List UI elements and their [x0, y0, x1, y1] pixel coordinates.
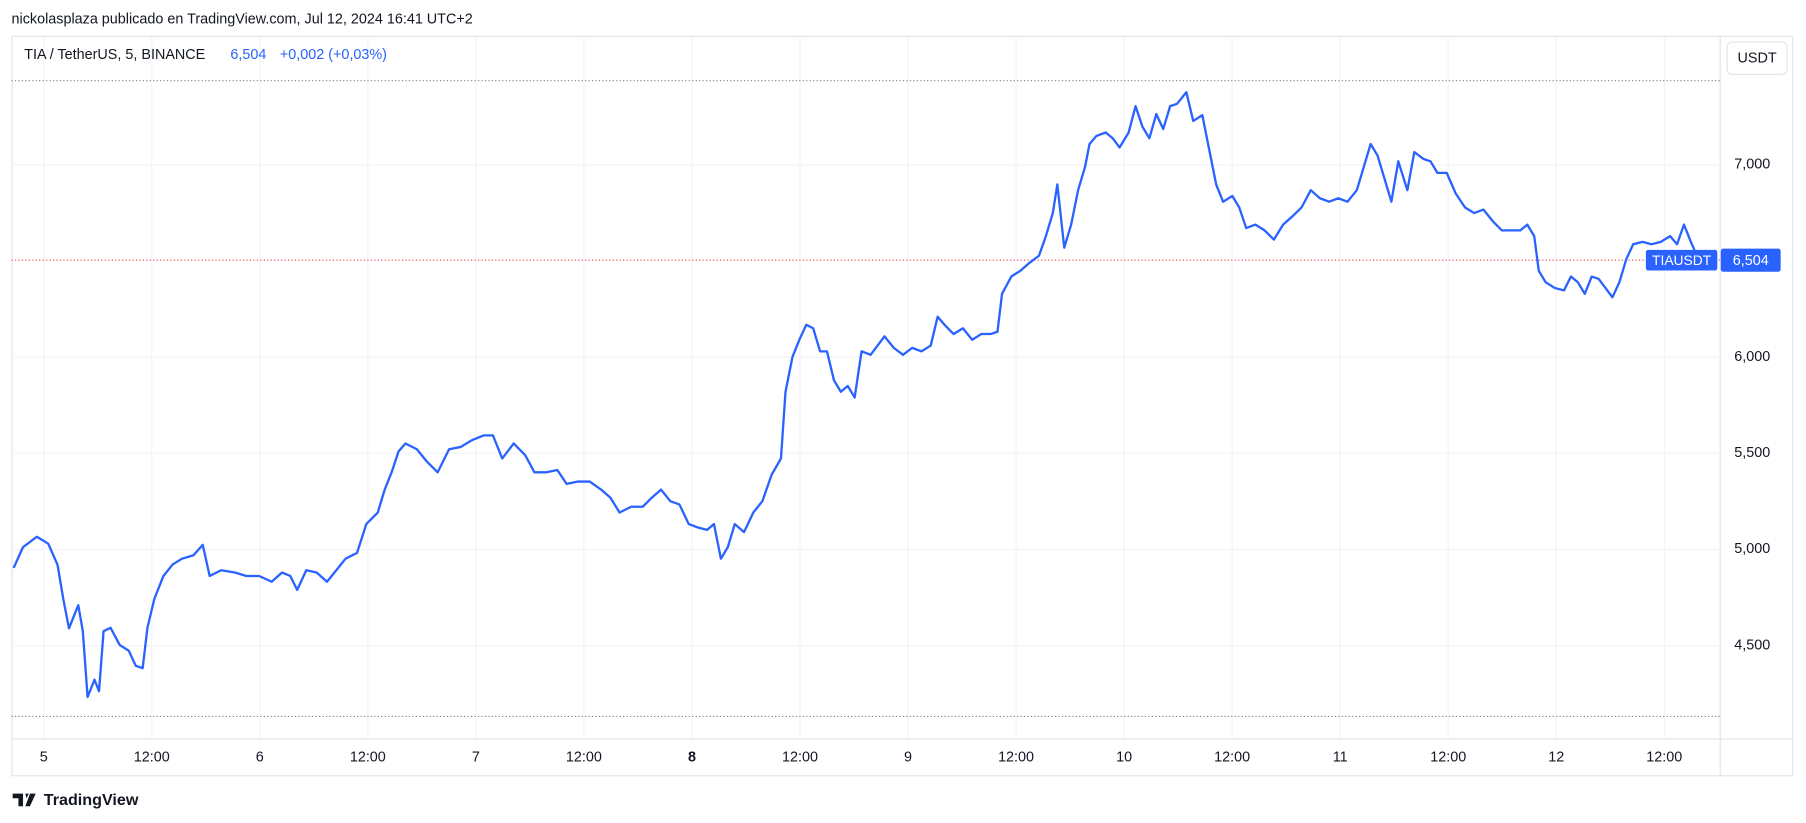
- series-tag: [1645, 249, 1718, 271]
- brand: TradingView: [44, 791, 139, 809]
- x-tick-label: 12:00: [782, 750, 818, 766]
- series-name: TIAUSDT: [1652, 252, 1712, 268]
- x-tick-label: 12:00: [134, 750, 170, 766]
- tradingview-logo: TradingView: [12, 791, 139, 809]
- x-tick-label: 12:00: [1214, 750, 1250, 766]
- currency-button[interactable]: [1726, 41, 1788, 75]
- y-tick-label: 4,500: [1734, 637, 1770, 653]
- x-tick-label: 12: [1548, 750, 1564, 766]
- x-tick-label: 8: [688, 750, 696, 766]
- y-tick-label: 6,000: [1734, 349, 1770, 365]
- x-tick-label: 10: [1116, 750, 1132, 766]
- publisher-line: nickolasplaza publicado en TradingView.c…: [12, 11, 473, 27]
- last-price: 6,504: [230, 47, 266, 63]
- x-tick-label: 5: [40, 750, 48, 766]
- x-tick-label: 11: [1333, 750, 1348, 766]
- x-tick-label: 12:00: [1430, 750, 1466, 766]
- grid: [11, 36, 1720, 739]
- x-tick-label: 9: [904, 750, 912, 766]
- chart-frame: [11, 35, 1794, 777]
- plot-area: [11, 80, 1720, 717]
- price-line-series: [12, 91, 1700, 699]
- y-tick-label: 7,000: [1734, 157, 1770, 173]
- price-tag: [1720, 248, 1781, 272]
- y-tick-label: 5,000: [1734, 541, 1770, 557]
- x-tick-label: 12:00: [566, 750, 602, 766]
- y-tick-label: 5,500: [1734, 445, 1770, 461]
- price-change: +0,002 (+0,03%): [280, 47, 387, 63]
- x-tick-label: 7: [472, 750, 480, 766]
- symbol-title: TIA / TetherUS, 5, BINANCE: [24, 47, 205, 63]
- logo-mark: [12, 793, 36, 807]
- x-tick-label: 12:00: [350, 750, 386, 766]
- x-tick-label: 6: [256, 750, 264, 766]
- x-tick-label: 12:00: [998, 750, 1034, 766]
- x-tick-label: 12:00: [1646, 750, 1682, 766]
- currency-label[interactable]: USDT: [1737, 51, 1776, 67]
- price-tag-label: 6,504: [1733, 253, 1769, 269]
